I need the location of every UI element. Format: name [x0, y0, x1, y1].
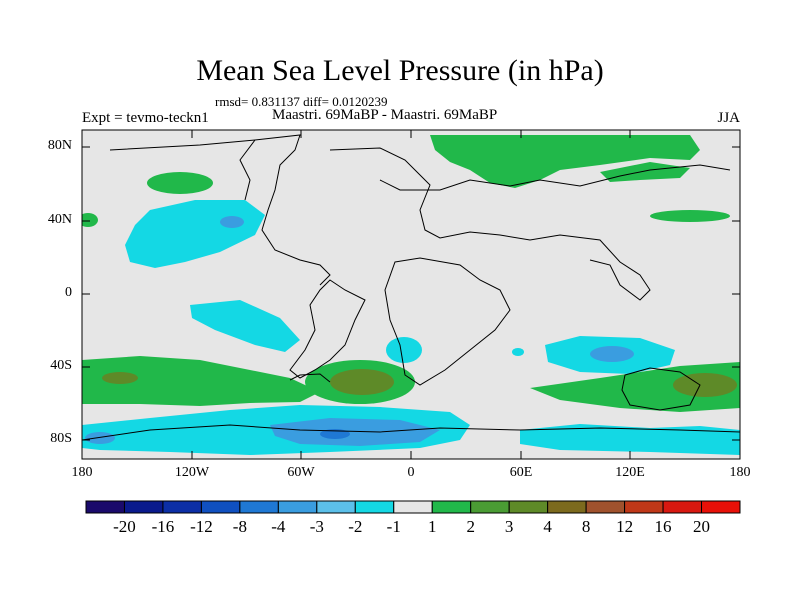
- colorbar-label: -3: [309, 517, 324, 536]
- colorbar-box: [393, 500, 433, 514]
- contour-cyan-antarctic-east: [520, 424, 740, 455]
- contour-olive-spac: [102, 372, 138, 384]
- colorbar-label: -8: [232, 517, 247, 536]
- colorbar-label: 2: [466, 517, 475, 536]
- contour-green-sind: [530, 362, 740, 412]
- colorbar-label: -16: [151, 517, 175, 536]
- lon-tick-120e: 120E: [615, 465, 645, 480]
- colorbar-box: [354, 500, 395, 514]
- contour-blue-npac: [220, 216, 244, 228]
- contour-blue-antarctic: [270, 418, 440, 446]
- lat-tick-80n: 80N: [47, 138, 72, 153]
- colorbar-box: [123, 500, 164, 514]
- colorbar-label: 16: [654, 517, 672, 536]
- chart-title: Mean Sea Level Pressure (in hPa): [196, 54, 604, 87]
- lon-tick-180w: 180: [71, 465, 93, 480]
- colorbar-box: [200, 500, 241, 514]
- colorbar-label: 3: [504, 517, 514, 536]
- lon-tick-180e: 180: [729, 465, 751, 480]
- colorbar-label: 8: [581, 517, 591, 536]
- lon-tick-60e: 60E: [509, 465, 533, 480]
- contour-green-arctic: [430, 135, 700, 188]
- lon-tick-0: 0: [407, 465, 415, 480]
- colorbar-label: 12: [616, 517, 634, 536]
- colorbar-box: [239, 500, 279, 514]
- colorbar-box: [316, 500, 356, 514]
- axis-ticks: [82, 130, 740, 459]
- colorbar-box: [85, 500, 125, 514]
- colorbar-label: -1: [386, 517, 401, 536]
- experiment-label: Expt = tevmo-teckn1: [82, 110, 209, 126]
- stats-text: rmsd= 0.831137 diff= 0.0120239: [215, 94, 388, 109]
- colorbar-box: [162, 500, 202, 514]
- colorbar-label: -20: [113, 517, 136, 536]
- contour-blue-indian: [590, 346, 634, 362]
- period-label: Maastri. 69MaBP - Maastri. 69MaBP: [272, 107, 498, 123]
- lat-tick-0: 0: [65, 285, 72, 300]
- colorbar-box: [701, 500, 741, 514]
- lon-tick-120w: 120W: [174, 465, 210, 480]
- contour-cyan-indian-small: [512, 348, 524, 356]
- contour-green-asia: [650, 210, 730, 222]
- colorbar-box: [431, 500, 472, 514]
- colorbar: [85, 500, 741, 514]
- lat-tick-40s: 40S: [50, 358, 72, 373]
- colorbar-label: 4: [543, 517, 552, 536]
- season-label: JJA: [717, 110, 740, 126]
- contour-green-wpac: [82, 213, 98, 227]
- lat-tick-80s: 80S: [50, 431, 72, 446]
- colorbar-label: -2: [348, 517, 363, 536]
- contour-olive-sind: [673, 373, 737, 397]
- lat-tick-40n: 40N: [47, 212, 72, 227]
- contour-green-spac: [82, 356, 320, 406]
- colorbar-box: [624, 500, 664, 514]
- colorbar-box: [277, 500, 318, 514]
- contour-cyan-tpac: [190, 300, 300, 352]
- contour-green-arctic-east: [600, 162, 690, 182]
- colorbar-box: [547, 500, 587, 514]
- colorbar-label: 20: [693, 517, 711, 536]
- colorbar-box: [585, 500, 626, 514]
- colorbar-box: [508, 500, 549, 514]
- lon-tick-60w: 60W: [287, 465, 315, 480]
- colorbar-label: 1: [427, 517, 437, 536]
- colorbar-box: [662, 500, 703, 514]
- contour-olive-satl2: [330, 369, 394, 395]
- colorbar-box: [470, 500, 510, 514]
- contour-green-npac: [147, 172, 213, 194]
- contour-blue-antarctic2: [85, 432, 115, 444]
- colorbar-label: -4: [271, 517, 286, 536]
- coastlines: [82, 134, 740, 441]
- contour-cyan-satl: [386, 337, 422, 363]
- colorbar-label: -12: [190, 517, 213, 536]
